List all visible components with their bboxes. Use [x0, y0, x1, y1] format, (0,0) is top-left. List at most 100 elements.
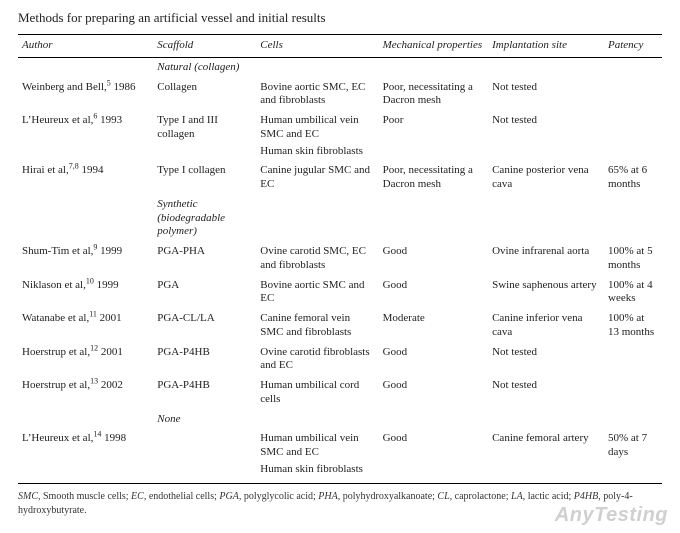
- cells-primary: Human umbilical vein SMC and EC: [260, 432, 358, 458]
- cell-impl: Ovine infrarenal aorta: [488, 242, 604, 276]
- col-mech: Mechanical properties: [379, 35, 488, 58]
- table-header: Author Scaffold Cells Mechanical propert…: [18, 35, 662, 58]
- cell-mech: Good: [379, 242, 488, 276]
- abbreviations-footnote: SMC, Smooth muscle cells; EC, endothelia…: [18, 490, 662, 518]
- table-row: Watanabe et al,11 2001 PGA-CL/LA Canine …: [18, 309, 662, 343]
- cell-scaffold: PGA-PHA: [153, 242, 256, 276]
- cell-patency: [604, 343, 662, 377]
- cell-patency: 100% at 13 months: [604, 309, 662, 343]
- cell-scaffold: PGA-CL/LA: [153, 309, 256, 343]
- cell-cells: Human umbilical vein SMC and EC Human sk…: [256, 111, 378, 161]
- cell-patency: [604, 111, 662, 161]
- table-row: Hoerstrup et al,12 2001 PGA-P4HB Ovine c…: [18, 343, 662, 377]
- group-row-natural: Natural (collagen): [18, 57, 662, 77]
- author-year: 1999: [94, 279, 119, 291]
- ref-sup: 11: [89, 309, 97, 318]
- cell-scaffold: PGA-P4HB: [153, 343, 256, 377]
- cell-mech: Good: [379, 376, 488, 410]
- author-year: 2001: [98, 346, 123, 358]
- table-row: Hoerstrup et al,13 2002 PGA-P4HB Human u…: [18, 376, 662, 410]
- author-name: Hoerstrup et al,: [22, 346, 90, 358]
- abbr-term: LA,: [511, 491, 525, 502]
- ref-sup: 7,8: [69, 162, 79, 171]
- author-name: Hirai et al,: [22, 164, 69, 176]
- author-name: L’Heureux et al,: [22, 114, 93, 126]
- cell-scaffold: PGA-P4HB: [153, 376, 256, 410]
- table-row: L’Heureux et al,6 1993 Type I and III co…: [18, 111, 662, 161]
- cell-cells: Ovine carotid fibroblasts and EC: [256, 343, 378, 377]
- abbr-term: PHA,: [318, 491, 340, 502]
- cell-impl: Canine inferior vena cava: [488, 309, 604, 343]
- ref-sup: 10: [86, 276, 94, 285]
- cell-mech: Moderate: [379, 309, 488, 343]
- cell-patency: [604, 78, 662, 112]
- abbr-term: SMC,: [18, 491, 41, 502]
- col-impl: Implantation site: [488, 35, 604, 58]
- table-row: Niklason et al,10 1999 PGA Bovine aortic…: [18, 276, 662, 310]
- group-label-natural: Natural (collagen): [153, 57, 256, 77]
- ref-sup: 12: [90, 343, 98, 352]
- table-row: Hirai et al,7,8 1994 Type I collagen Can…: [18, 161, 662, 195]
- cell-mech: Good: [379, 276, 488, 310]
- author-name: Shum-Tim et al,: [22, 245, 93, 257]
- abbr-term: PGA,: [219, 491, 241, 502]
- table-row: Shum-Tim et al,9 1999 PGA-PHA Ovine caro…: [18, 242, 662, 276]
- table-caption: Methods for preparing an artificial vess…: [18, 10, 662, 26]
- abbr-term: P4HB,: [574, 491, 601, 502]
- cell-impl: Not tested: [488, 78, 604, 112]
- abbr-def: endothelial cells;: [146, 491, 219, 502]
- cell-scaffold: Type I and III collagen: [153, 111, 256, 161]
- cell-patency: 65% at 6 months: [604, 161, 662, 195]
- author-year: 1994: [79, 164, 104, 176]
- cells-secondary: Human skin fibroblasts: [260, 145, 374, 159]
- cell-impl: Not tested: [488, 343, 604, 377]
- author-year: 1999: [97, 245, 122, 257]
- abbr-def: caprolactone;: [452, 491, 511, 502]
- col-patency: Patency: [604, 35, 662, 58]
- cell-patency: [604, 376, 662, 410]
- abbr-def: polyglycolic acid;: [241, 491, 318, 502]
- author-year: 1986: [111, 81, 136, 93]
- author-name: Watanabe et al,: [22, 312, 89, 324]
- cell-cells: Canine jugular SMC and EC: [256, 161, 378, 195]
- author-year: 1993: [97, 114, 122, 126]
- cell-mech: Good: [379, 429, 488, 483]
- author-year: 1998: [101, 432, 126, 444]
- cell-cells: Bovine aortic SMC and EC: [256, 276, 378, 310]
- table-row: Weinberg and Bell,5 1986 Collagen Bovine…: [18, 78, 662, 112]
- cell-scaffold: [153, 429, 256, 483]
- cell-impl: Canine femoral artery: [488, 429, 604, 483]
- author-name: Hoerstrup et al,: [22, 379, 90, 391]
- table-row: L’Heureux et al,14 1998 Human umbilical …: [18, 429, 662, 483]
- cell-cells: Canine femoral vein SMC and fibroblasts: [256, 309, 378, 343]
- cell-impl: Not tested: [488, 111, 604, 161]
- cell-scaffold: Type I collagen: [153, 161, 256, 195]
- author-year: 2001: [97, 312, 122, 324]
- results-table: Author Scaffold Cells Mechanical propert…: [18, 34, 662, 484]
- cell-mech: Good: [379, 343, 488, 377]
- group-row-synthetic: Synthetic (biodegradable polymer): [18, 195, 662, 242]
- abbr-def: polyhydroxyalkanoate;: [340, 491, 437, 502]
- author-name: L’Heureux et al,: [22, 432, 93, 444]
- cell-cells: Bovine aortic SMC, EC and fibroblasts: [256, 78, 378, 112]
- cell-patency: 100% at 5 months: [604, 242, 662, 276]
- cell-cells: Ovine carotid SMC, EC and fibroblasts: [256, 242, 378, 276]
- cell-scaffold: PGA: [153, 276, 256, 310]
- cell-impl: Not tested: [488, 376, 604, 410]
- group-label-synthetic: Synthetic (biodegradable polymer): [153, 195, 256, 242]
- cell-patency: 50% at 7 days: [604, 429, 662, 483]
- col-cells: Cells: [256, 35, 378, 58]
- cell-cells: Human umbilical vein SMC and EC Human sk…: [256, 429, 378, 483]
- author-name: Weinberg and Bell,: [22, 81, 107, 93]
- document-page: Methods for preparing an artificial vess…: [0, 0, 680, 524]
- col-scaffold: Scaffold: [153, 35, 256, 58]
- ref-sup: 13: [90, 376, 98, 385]
- cell-cells: Human umbilical cord cells: [256, 376, 378, 410]
- cell-patency: 100% at 4 weeks: [604, 276, 662, 310]
- abbr-def: lactic acid;: [525, 491, 574, 502]
- author-name: Niklason et al,: [22, 279, 86, 291]
- cell-impl: Canine posterior vena cava: [488, 161, 604, 195]
- cells-primary: Human umbilical vein SMC and EC: [260, 114, 358, 140]
- cell-impl: Swine saphenous artery: [488, 276, 604, 310]
- group-label-none: None: [153, 410, 256, 430]
